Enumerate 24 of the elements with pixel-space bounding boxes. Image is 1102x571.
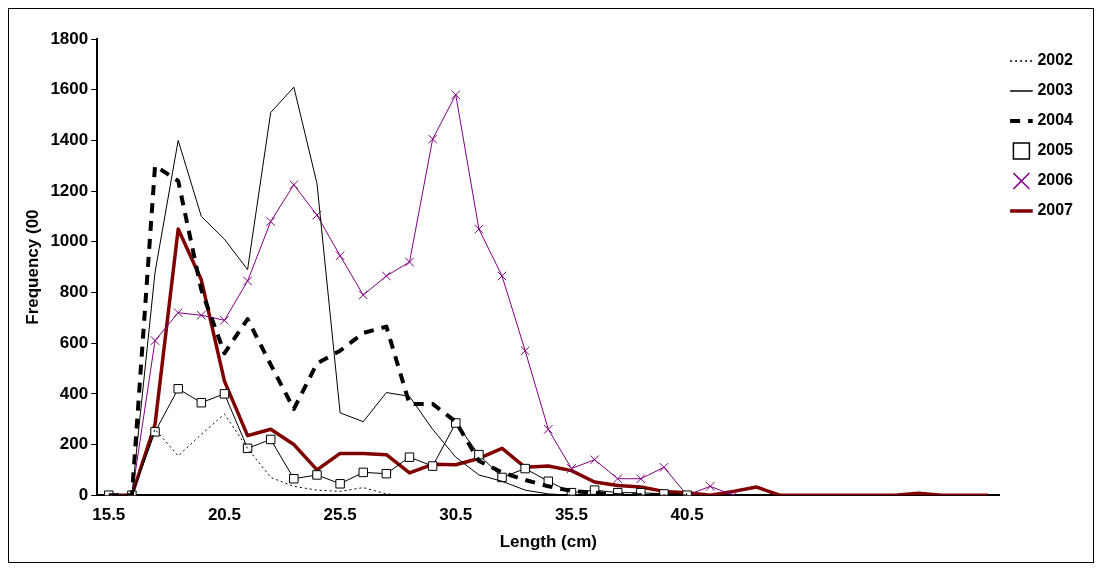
- legend-label: 2002: [1037, 51, 1074, 69]
- y-tick-label: 1400: [50, 130, 89, 150]
- y-tick-label: 1200: [50, 180, 89, 200]
- y-tick-label: 600: [59, 332, 89, 352]
- y-tick-label: 1000: [50, 231, 89, 251]
- x-tick-label: 25.5: [323, 505, 357, 525]
- x-tick-label: 30.5: [439, 505, 473, 525]
- x-tick-label: 20.5: [207, 505, 241, 525]
- y-tick-label: 1600: [50, 79, 89, 99]
- y-tick-label: 0: [78, 484, 89, 504]
- legend-label: 2007: [1037, 201, 1074, 219]
- x-tick-label: 15.5: [92, 505, 126, 525]
- x-axis-title: Length (cm): [499, 532, 597, 552]
- legend-label: 2004: [1037, 111, 1074, 129]
- y-tick-label: 1800: [50, 28, 89, 48]
- y-tick-label: 400: [59, 383, 89, 403]
- x-tick-label: 35.5: [554, 505, 588, 525]
- legend-label: 2003: [1037, 81, 1074, 99]
- legend-label: 2006: [1037, 171, 1074, 189]
- y-axis-title: Frequency (00: [22, 209, 42, 325]
- x-tick-label: 40.5: [670, 505, 704, 525]
- legend-label: 2005: [1037, 141, 1074, 159]
- y-tick-label: 200: [59, 434, 89, 454]
- y-tick-label: 800: [59, 282, 89, 302]
